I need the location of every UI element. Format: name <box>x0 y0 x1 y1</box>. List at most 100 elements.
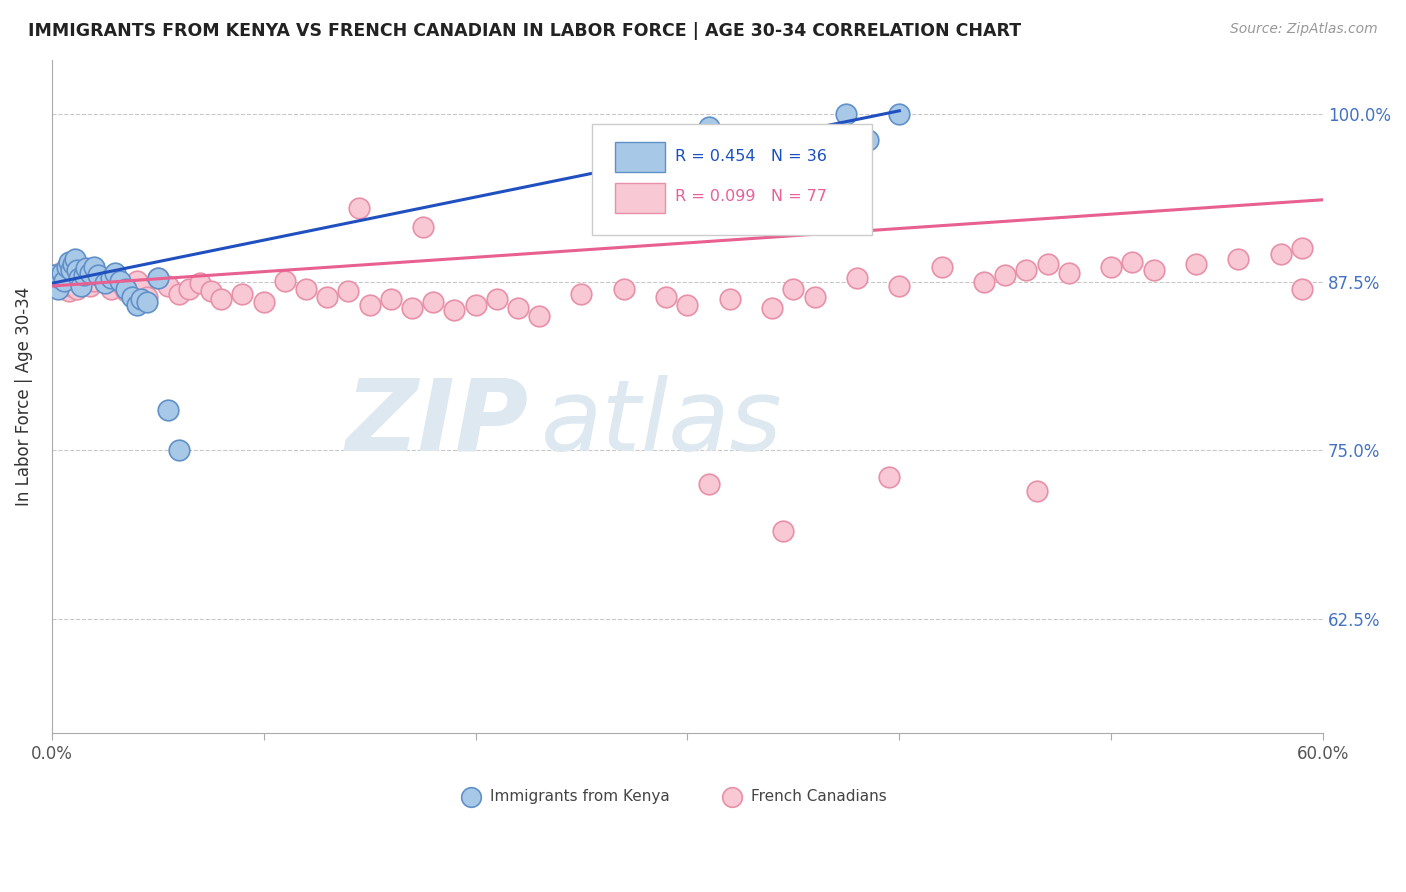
Text: French Canadians: French Canadians <box>751 789 887 804</box>
Point <box>55 260 77 274</box>
Point <box>115 285 138 299</box>
Point <box>121 290 143 304</box>
Point <box>59 279 82 293</box>
Point <box>157 403 180 417</box>
Point <box>889 106 911 120</box>
Point <box>93 277 115 291</box>
Point <box>42 268 65 283</box>
Point <box>49 266 72 280</box>
Point <box>100 271 122 285</box>
Point <box>121 279 143 293</box>
Point <box>129 293 152 307</box>
Point <box>79 266 101 280</box>
Point <box>58 254 80 268</box>
Point <box>200 285 222 299</box>
Point <box>655 145 678 159</box>
Point <box>1036 257 1059 271</box>
Point <box>655 290 678 304</box>
Point <box>697 120 720 134</box>
Point <box>146 271 169 285</box>
Point <box>66 282 89 296</box>
Point <box>104 266 127 280</box>
Point <box>72 268 94 283</box>
FancyBboxPatch shape <box>614 143 665 172</box>
FancyBboxPatch shape <box>592 124 872 235</box>
Point <box>66 263 89 277</box>
Point <box>46 282 69 296</box>
Point <box>877 470 900 484</box>
Point <box>83 260 105 274</box>
Point <box>931 260 953 274</box>
Point <box>506 301 529 315</box>
Point <box>846 271 869 285</box>
Point <box>253 295 276 310</box>
Point <box>70 277 93 291</box>
Point <box>79 279 101 293</box>
Point <box>53 282 76 296</box>
Point <box>1291 282 1313 296</box>
Point <box>835 106 858 120</box>
Point <box>75 271 97 285</box>
Point <box>188 277 211 291</box>
Point <box>464 298 486 312</box>
Point <box>125 298 148 312</box>
Y-axis label: In Labor Force | Age 30-34: In Labor Force | Age 30-34 <box>15 287 32 506</box>
Point <box>100 282 122 296</box>
Point <box>108 274 131 288</box>
Point <box>1026 483 1049 498</box>
Point <box>42 268 65 283</box>
Point <box>1270 246 1292 260</box>
Point <box>347 201 370 215</box>
Point <box>125 274 148 288</box>
Point <box>1121 254 1143 268</box>
Point <box>994 268 1017 283</box>
Point <box>1291 241 1313 255</box>
Point <box>55 275 77 289</box>
Point <box>146 271 169 285</box>
Point <box>527 309 550 323</box>
Point <box>274 274 297 288</box>
Text: Immigrants from Kenya: Immigrants from Kenya <box>491 789 671 804</box>
Point <box>772 524 794 539</box>
Point <box>676 298 699 312</box>
Point <box>93 275 115 289</box>
Point <box>359 298 381 312</box>
Point <box>380 293 402 307</box>
Point <box>1099 260 1122 274</box>
Point <box>167 443 190 458</box>
Point <box>412 219 434 234</box>
Point <box>167 287 190 301</box>
Point <box>443 303 465 318</box>
Point <box>1015 263 1038 277</box>
Point <box>718 293 741 307</box>
Text: atlas: atlas <box>541 375 783 472</box>
Point <box>129 282 152 296</box>
Point <box>51 274 73 288</box>
Point <box>761 301 783 315</box>
Point <box>803 290 825 304</box>
Point <box>231 287 253 301</box>
Point <box>1142 263 1164 277</box>
Point <box>1227 252 1250 266</box>
Point <box>337 285 360 299</box>
Point <box>49 271 72 285</box>
Point <box>485 293 508 307</box>
Point <box>422 295 444 310</box>
Point <box>571 287 593 301</box>
Point <box>856 133 879 147</box>
Text: R = 0.454   N = 36: R = 0.454 N = 36 <box>675 149 827 164</box>
Point <box>83 274 105 288</box>
Point <box>45 275 67 289</box>
Point <box>63 252 86 266</box>
Point <box>46 275 69 289</box>
Point <box>45 271 67 285</box>
Point <box>87 268 110 283</box>
Point <box>53 274 76 288</box>
Point <box>51 266 73 280</box>
Point <box>136 290 159 304</box>
Point <box>209 293 232 307</box>
Point <box>58 285 80 299</box>
Point <box>75 261 97 276</box>
Point <box>87 268 110 283</box>
Point <box>115 282 138 296</box>
